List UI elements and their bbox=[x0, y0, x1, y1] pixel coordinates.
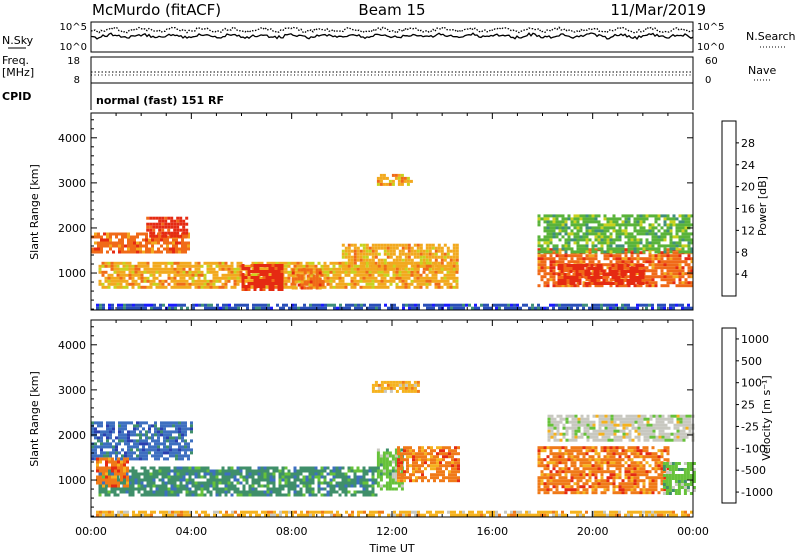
noise-right-top-tick: 10^5 bbox=[697, 22, 724, 33]
freq-panel bbox=[91, 57, 693, 83]
beam-title: Beam 15 bbox=[358, 1, 425, 19]
noise-trace bbox=[91, 33, 693, 39]
time-tick-label: 12:00 bbox=[376, 525, 408, 538]
cpid-text: normal (fast) 151 RF bbox=[96, 94, 224, 107]
freq-label-line2: [MHz] bbox=[2, 66, 34, 79]
time-axis-label: Time UT bbox=[368, 542, 414, 554]
power-region bbox=[377, 174, 413, 186]
velocity-region bbox=[538, 446, 670, 494]
time-tick-label: 00:00 bbox=[75, 525, 107, 538]
velocity-colorbar-frame bbox=[722, 328, 736, 503]
velocity-colorbar-tick-label: -1000 bbox=[741, 486, 773, 499]
power-colorbar-tick-label: 24 bbox=[741, 159, 755, 172]
velocity-colorbar-tick-label: -500 bbox=[741, 464, 766, 477]
velocity-region bbox=[397, 446, 460, 482]
velocity-ytick-label: 3000 bbox=[58, 384, 86, 397]
power-ytick-label: 3000 bbox=[58, 177, 86, 190]
freq-tick-top: 18 bbox=[67, 56, 80, 67]
power-colorbar-frame bbox=[722, 121, 736, 296]
power-region bbox=[96, 304, 693, 310]
power-colorbar-tick-label: 16 bbox=[741, 203, 755, 216]
cpid-label: CPID bbox=[2, 90, 31, 103]
velocity-colorbar-tick-label: -25 bbox=[741, 420, 759, 433]
time-tick-label: 08:00 bbox=[276, 525, 308, 538]
velocity-region bbox=[99, 467, 378, 497]
nave-label: Nave bbox=[748, 64, 776, 77]
power-colorbar-tick-label: 12 bbox=[741, 224, 755, 237]
velocity-ytick-label: 2000 bbox=[58, 429, 86, 442]
power-ytick-label: 1000 bbox=[58, 267, 86, 280]
velocity-colorbar-tick-label: 100 bbox=[741, 377, 762, 390]
velocity-colorbar-tick-label: 25 bbox=[741, 399, 755, 412]
velocity-colorbar-label: Velocity [m s⁻¹] bbox=[760, 375, 773, 460]
velocity-region bbox=[372, 381, 420, 393]
noise-left-bottom-tick: 10^0 bbox=[60, 42, 87, 53]
power-colorbar: 4 8 12 16 20 24 28 bbox=[722, 121, 755, 296]
noise-left-label: N.Sky bbox=[2, 34, 34, 47]
power-colorbar-tick-label: 8 bbox=[741, 246, 748, 259]
power-ytick-label: 2000 bbox=[58, 222, 86, 235]
velocity-region bbox=[96, 511, 693, 517]
power-ytick-label: 4000 bbox=[58, 132, 86, 145]
date-title: 11/Mar/2019 bbox=[610, 1, 706, 19]
velocity-data bbox=[91, 381, 696, 517]
velocity-ylabel: Slant Range [km] bbox=[28, 371, 41, 467]
time-tick-label: 20:00 bbox=[577, 525, 609, 538]
time-axis: 00:00 04:00 08:00 12:00 16:00 20:00 00:00 bbox=[75, 525, 709, 538]
time-tick-label: 16:00 bbox=[476, 525, 508, 538]
velocity-region bbox=[548, 415, 695, 442]
station-title: McMurdo (fitACF) bbox=[92, 1, 221, 19]
velocity-colorbar-tick-label: 1000 bbox=[741, 333, 769, 346]
noise-trace bbox=[91, 27, 693, 33]
noise-right-label: N.Search bbox=[746, 30, 796, 43]
power-colorbar-label: Power [dB] bbox=[756, 176, 769, 236]
power-colorbar-tick-label: 20 bbox=[741, 181, 755, 194]
power-colorbar-tick-label: 28 bbox=[741, 137, 755, 150]
time-tick-label: 00:00 bbox=[677, 525, 709, 538]
power-ylabel: Slant Range [km] bbox=[28, 164, 41, 260]
velocity-colorbar-tick-label: 500 bbox=[741, 355, 762, 368]
freq-tick-bottom: 8 bbox=[74, 75, 80, 86]
noise-curves bbox=[91, 27, 693, 39]
velocity-ytick-label: 4000 bbox=[58, 339, 86, 352]
power-colorbar-tick-label: 4 bbox=[741, 268, 748, 281]
nave-tick-top: 60 bbox=[705, 56, 718, 67]
power-data bbox=[91, 174, 694, 310]
velocity-region bbox=[91, 421, 193, 460]
time-tick-label: 04:00 bbox=[175, 525, 207, 538]
noise-right-bottom-tick: 10^0 bbox=[697, 42, 724, 53]
velocity-region bbox=[663, 462, 696, 495]
velocity-ytick-label: 1000 bbox=[58, 474, 86, 487]
power-region bbox=[538, 214, 694, 253]
nave-tick-bottom: 0 bbox=[705, 75, 711, 86]
noise-left-top-tick: 10^5 bbox=[60, 22, 87, 33]
